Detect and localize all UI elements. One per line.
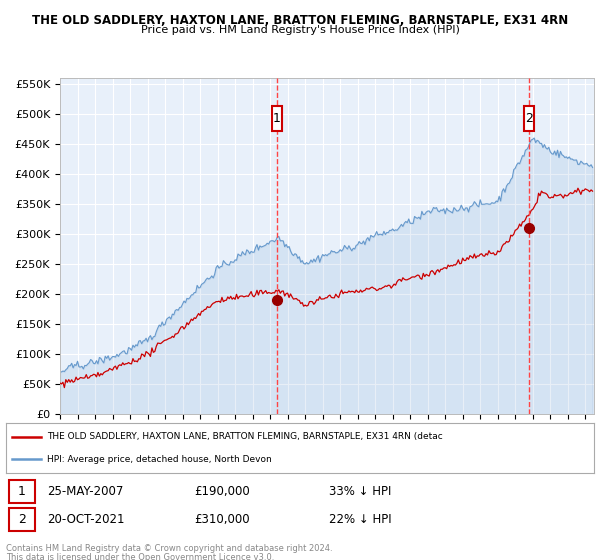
Bar [272, 106, 282, 132]
Text: THE OLD SADDLERY, HAXTON LANE, BRATTON FLEMING, BARNSTAPLE, EX31 4RN (detac: THE OLD SADDLERY, HAXTON LANE, BRATTON F… [47, 432, 443, 441]
Bar [524, 106, 534, 132]
Text: Contains HM Land Registry data © Crown copyright and database right 2024.: Contains HM Land Registry data © Crown c… [6, 544, 332, 553]
Text: 20-OCT-2021: 20-OCT-2021 [47, 513, 125, 526]
Text: 33% ↓ HPI: 33% ↓ HPI [329, 485, 392, 498]
Text: £310,000: £310,000 [194, 513, 250, 526]
Text: 2: 2 [525, 112, 533, 125]
Text: THE OLD SADDLERY, HAXTON LANE, BRATTON FLEMING, BARNSTAPLE, EX31 4RN: THE OLD SADDLERY, HAXTON LANE, BRATTON F… [32, 14, 568, 27]
Text: HPI: Average price, detached house, North Devon: HPI: Average price, detached house, Nort… [47, 455, 272, 464]
Text: Price paid vs. HM Land Registry's House Price Index (HPI): Price paid vs. HM Land Registry's House … [140, 25, 460, 35]
Text: 1: 1 [273, 112, 281, 125]
Text: 1: 1 [18, 485, 26, 498]
Text: 25-MAY-2007: 25-MAY-2007 [47, 485, 124, 498]
Text: 2: 2 [18, 513, 26, 526]
Text: £190,000: £190,000 [194, 485, 250, 498]
Text: This data is licensed under the Open Government Licence v3.0.: This data is licensed under the Open Gov… [6, 553, 274, 560]
Text: 22% ↓ HPI: 22% ↓ HPI [329, 513, 392, 526]
